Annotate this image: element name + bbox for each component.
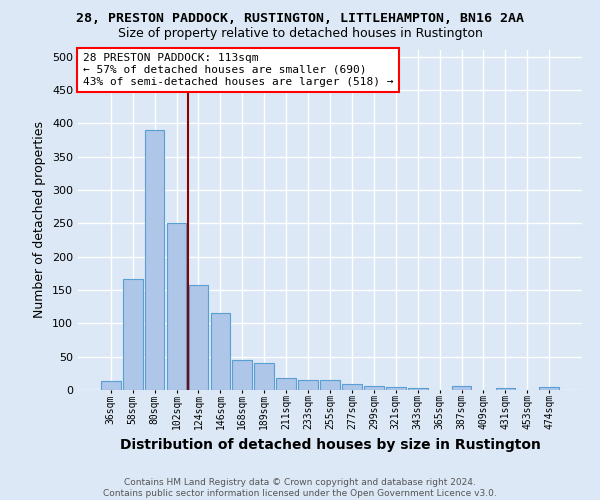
Y-axis label: Number of detached properties: Number of detached properties xyxy=(34,122,46,318)
Bar xyxy=(342,384,362,390)
Bar xyxy=(386,386,406,390)
Bar xyxy=(101,382,121,390)
Bar xyxy=(539,388,559,390)
Bar xyxy=(320,380,340,390)
Bar xyxy=(298,380,318,390)
Bar xyxy=(145,130,164,390)
Bar xyxy=(167,224,187,390)
Bar xyxy=(188,286,208,390)
Bar xyxy=(211,314,230,390)
Bar xyxy=(496,388,515,390)
Bar xyxy=(408,388,428,390)
Bar xyxy=(254,364,274,390)
X-axis label: Distribution of detached houses by size in Rustington: Distribution of detached houses by size … xyxy=(119,438,541,452)
Text: Contains HM Land Registry data © Crown copyright and database right 2024.
Contai: Contains HM Land Registry data © Crown c… xyxy=(103,478,497,498)
Bar xyxy=(364,386,384,390)
Text: Size of property relative to detached houses in Rustington: Size of property relative to detached ho… xyxy=(118,28,482,40)
Bar xyxy=(232,360,252,390)
Bar xyxy=(123,280,143,390)
Text: 28, PRESTON PADDOCK, RUSTINGTON, LITTLEHAMPTON, BN16 2AA: 28, PRESTON PADDOCK, RUSTINGTON, LITTLEH… xyxy=(76,12,524,26)
Bar xyxy=(276,378,296,390)
Bar xyxy=(452,386,472,390)
Text: 28 PRESTON PADDOCK: 113sqm
← 57% of detached houses are smaller (690)
43% of sem: 28 PRESTON PADDOCK: 113sqm ← 57% of deta… xyxy=(83,54,394,86)
